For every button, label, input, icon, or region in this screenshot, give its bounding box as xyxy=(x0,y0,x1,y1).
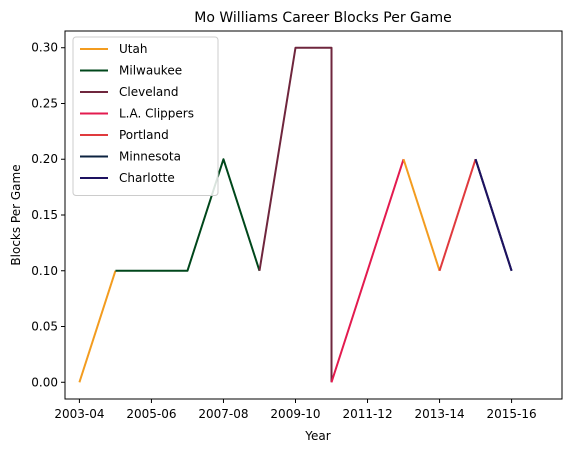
legend-label: Cleveland xyxy=(119,85,179,99)
x-tick-label: 2007-08 xyxy=(198,407,248,421)
legend-label: Utah xyxy=(119,42,147,56)
y-axis: 0.00 0.05 0.10 0.15 0.20 0.25 0.30 xyxy=(31,41,65,390)
y-tick-label: 0.20 xyxy=(31,152,58,166)
series-line-utah-0 xyxy=(79,271,115,383)
series-line-utah-4 xyxy=(404,159,440,271)
y-tick-label: 0.30 xyxy=(31,41,58,55)
x-tick-label: 2003-04 xyxy=(54,407,104,421)
y-tick-label: 0.15 xyxy=(31,208,58,222)
series-line-portland-5 xyxy=(440,159,476,271)
x-tick-label: 2013-14 xyxy=(414,407,464,421)
y-tick-label: 0.05 xyxy=(31,320,58,334)
legend-label: Charlotte xyxy=(119,171,175,185)
x-tick-label: 2009-10 xyxy=(270,407,320,421)
y-axis-title: Blocks Per Game xyxy=(9,164,23,265)
x-axis-title: Year xyxy=(304,429,330,443)
x-axis: 2003-04 2005-06 2007-08 2009-10 2011-12 2013-… xyxy=(54,399,536,421)
y-tick-label: 0.00 xyxy=(31,375,58,389)
y-tick-label: 0.10 xyxy=(31,264,58,278)
series-line-charlotte-7 xyxy=(476,159,512,271)
legend: Utah Milwaukee Cleveland L.A. Clippers Portl… xyxy=(73,37,218,196)
x-tick-label: 2015-16 xyxy=(487,407,537,421)
y-tick-label: 0.25 xyxy=(31,96,58,110)
legend-label: L.A. Clippers xyxy=(119,107,194,121)
series-line-l-a-clippers-3 xyxy=(332,159,404,382)
legend-label: Milwaukee xyxy=(119,64,182,78)
chart-title: Mo Williams Career Blocks Per Game xyxy=(194,10,451,26)
x-tick-label: 2011-12 xyxy=(342,407,392,421)
series-line-cleveland-2 xyxy=(259,48,331,383)
legend-label: Minnesota xyxy=(119,150,181,164)
x-tick-label: 2005-06 xyxy=(126,407,176,421)
legend-label: Portland xyxy=(119,128,169,142)
